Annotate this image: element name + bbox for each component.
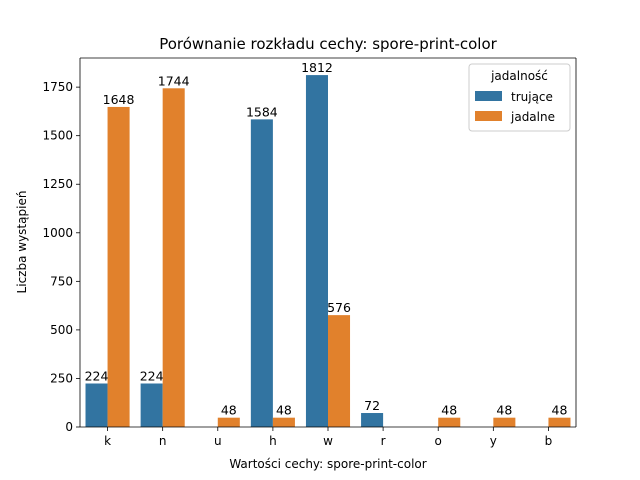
y-tick-label: 1000	[42, 226, 73, 240]
legend-swatch-0	[475, 91, 502, 101]
data-label-w-series-1: 576	[327, 300, 351, 315]
x-tick-label-r: r	[381, 434, 386, 448]
data-label-o-series-1: 48	[441, 403, 457, 418]
bar-n-series-0	[140, 383, 163, 427]
y-tick-label: 0	[65, 420, 73, 434]
data-label-r-series-0: 72	[364, 398, 380, 413]
y-tick-label: 500	[50, 323, 73, 337]
bar-k-series-0	[85, 383, 108, 427]
x-tick-label-n: n	[159, 434, 167, 448]
legend-label-0: trujące	[511, 90, 553, 104]
data-label-u-series-1: 48	[221, 403, 237, 418]
bar-w-series-1	[328, 315, 351, 427]
legend: jadalność trujące jadalne	[468, 63, 571, 132]
bar-y-series-1	[493, 417, 516, 427]
data-label-y-series-1: 48	[496, 403, 512, 418]
y-tick-label: 1250	[42, 177, 73, 191]
data-labels-layer: 224 224 1584 1812 72 1648 1744 48 48 576 48 48 48	[85, 60, 568, 418]
chart-title: Porównanie rozkładu cechy: spore-print-c…	[159, 35, 497, 53]
y-tick-label: 750	[50, 274, 73, 288]
bar-w-series-0	[305, 75, 328, 428]
bar-o-series-1	[438, 417, 461, 427]
bar-r-series-0	[361, 413, 384, 427]
data-label-k-series-1: 1648	[103, 92, 135, 107]
x-tick-label-u: u	[214, 434, 222, 448]
x-tick-label-w: w	[323, 434, 333, 448]
x-tick-label-h: h	[269, 434, 277, 448]
x-tick-label-k: k	[104, 434, 111, 448]
y-tick-label: 250	[50, 371, 73, 385]
bar-n-series-1	[162, 88, 185, 427]
bars-layer	[85, 75, 571, 428]
data-label-k-series-0: 224	[85, 368, 109, 383]
data-label-h-series-0: 1584	[246, 104, 278, 119]
y-axis-title: Liczba wystąpień	[15, 191, 29, 294]
data-label-n-series-1: 1744	[158, 73, 190, 88]
axes-layer: 0 250 500 750 1000 1250 1500 1750 k n u h w r o y b	[42, 57, 577, 448]
x-tick-label-y: y	[490, 434, 497, 448]
data-label-b-series-1: 48	[552, 403, 568, 418]
x-axis-title: Wartości cechy: spore-print-color	[229, 457, 426, 471]
y-tick-label: 1500	[42, 129, 73, 143]
data-label-w-series-0: 1812	[301, 60, 333, 75]
data-label-n-series-0: 224	[140, 368, 164, 383]
bar-b-series-1	[548, 417, 571, 427]
data-label-h-series-1: 48	[276, 403, 292, 418]
x-tick-label-b: b	[545, 434, 553, 448]
bar-u-series-1	[217, 417, 240, 427]
bar-h-series-0	[250, 119, 273, 427]
bar-h-series-1	[272, 417, 295, 427]
bar-k-series-1	[107, 106, 130, 428]
x-tick-label-o: o	[435, 434, 442, 448]
legend-label-1: jadalne	[510, 110, 555, 124]
y-tick-label: 1750	[42, 80, 73, 94]
legend-title: jadalność	[490, 69, 548, 83]
legend-swatch-1	[475, 111, 502, 121]
